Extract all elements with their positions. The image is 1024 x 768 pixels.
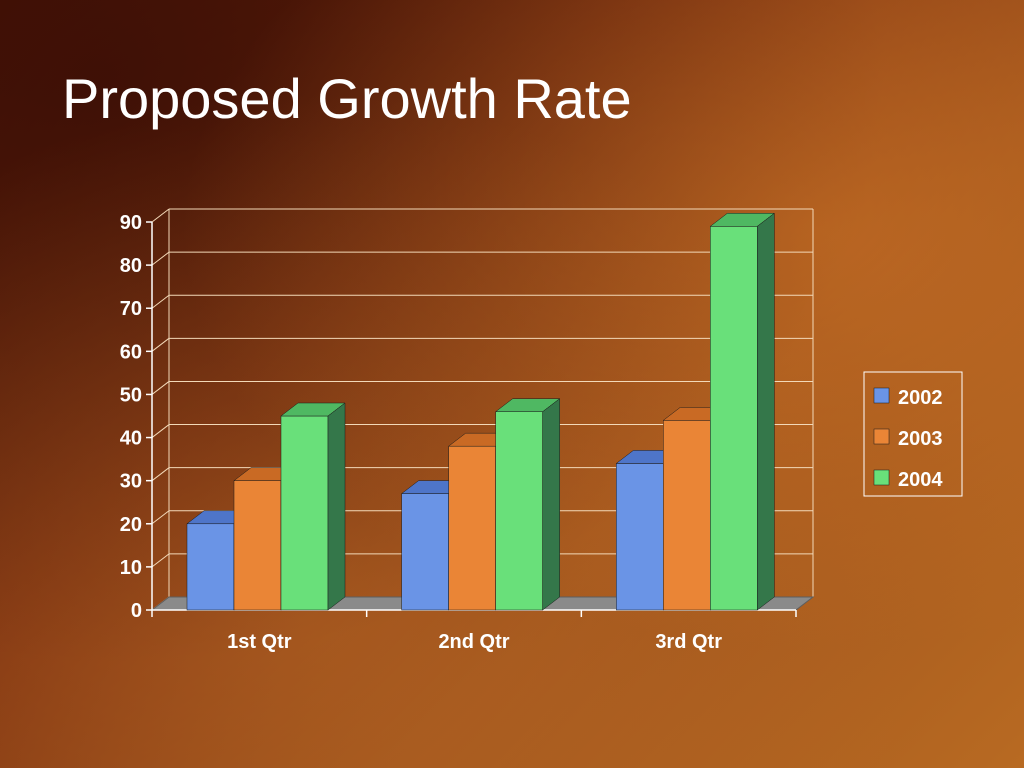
gridline-side [151, 208, 170, 223]
y-tick-label: 40 [120, 428, 142, 450]
bar [616, 463, 664, 611]
x-category-label: 2nd Qtr [438, 631, 509, 653]
gridline-side [151, 251, 170, 266]
gridline-side [151, 294, 170, 309]
y-tick-label: 80 [120, 255, 142, 277]
legend-label: 2002 [898, 387, 943, 409]
legend-swatch [873, 387, 890, 404]
legend-swatch [873, 469, 890, 486]
gridline-side [151, 337, 170, 352]
bar-side [327, 402, 346, 611]
gridline-side [151, 510, 170, 525]
y-tick-label: 50 [120, 384, 142, 406]
y-tick-label: 90 [120, 212, 142, 234]
y-tick-label: 60 [120, 341, 142, 363]
gridline-side [151, 467, 170, 482]
y-tick-label: 70 [120, 298, 142, 320]
bar-side [757, 212, 775, 611]
slide-title: Proposed Growth Rate [62, 67, 632, 130]
legend-label: 2003 [898, 428, 943, 450]
bar [495, 411, 543, 611]
y-tick-label: 10 [120, 557, 142, 579]
bar [663, 420, 711, 611]
bar [233, 480, 282, 611]
bar [186, 523, 235, 611]
bar [280, 415, 329, 611]
bar [710, 226, 758, 611]
gridline-side [151, 381, 170, 395]
x-category-label: 1st Qtr [227, 631, 292, 653]
x-category-label: 3rd Qtr [655, 631, 722, 653]
legend-label: 2004 [898, 469, 943, 491]
legend-box [863, 371, 963, 497]
legend-swatch [873, 428, 890, 445]
bar [401, 493, 449, 611]
y-tick-label: 0 [131, 600, 142, 622]
bar [448, 445, 496, 611]
y-tick-label: 20 [120, 514, 142, 536]
bar-side [542, 398, 560, 611]
gridline-side [151, 424, 170, 438]
y-tick-label: 30 [120, 471, 142, 493]
gridline-side [151, 553, 170, 568]
